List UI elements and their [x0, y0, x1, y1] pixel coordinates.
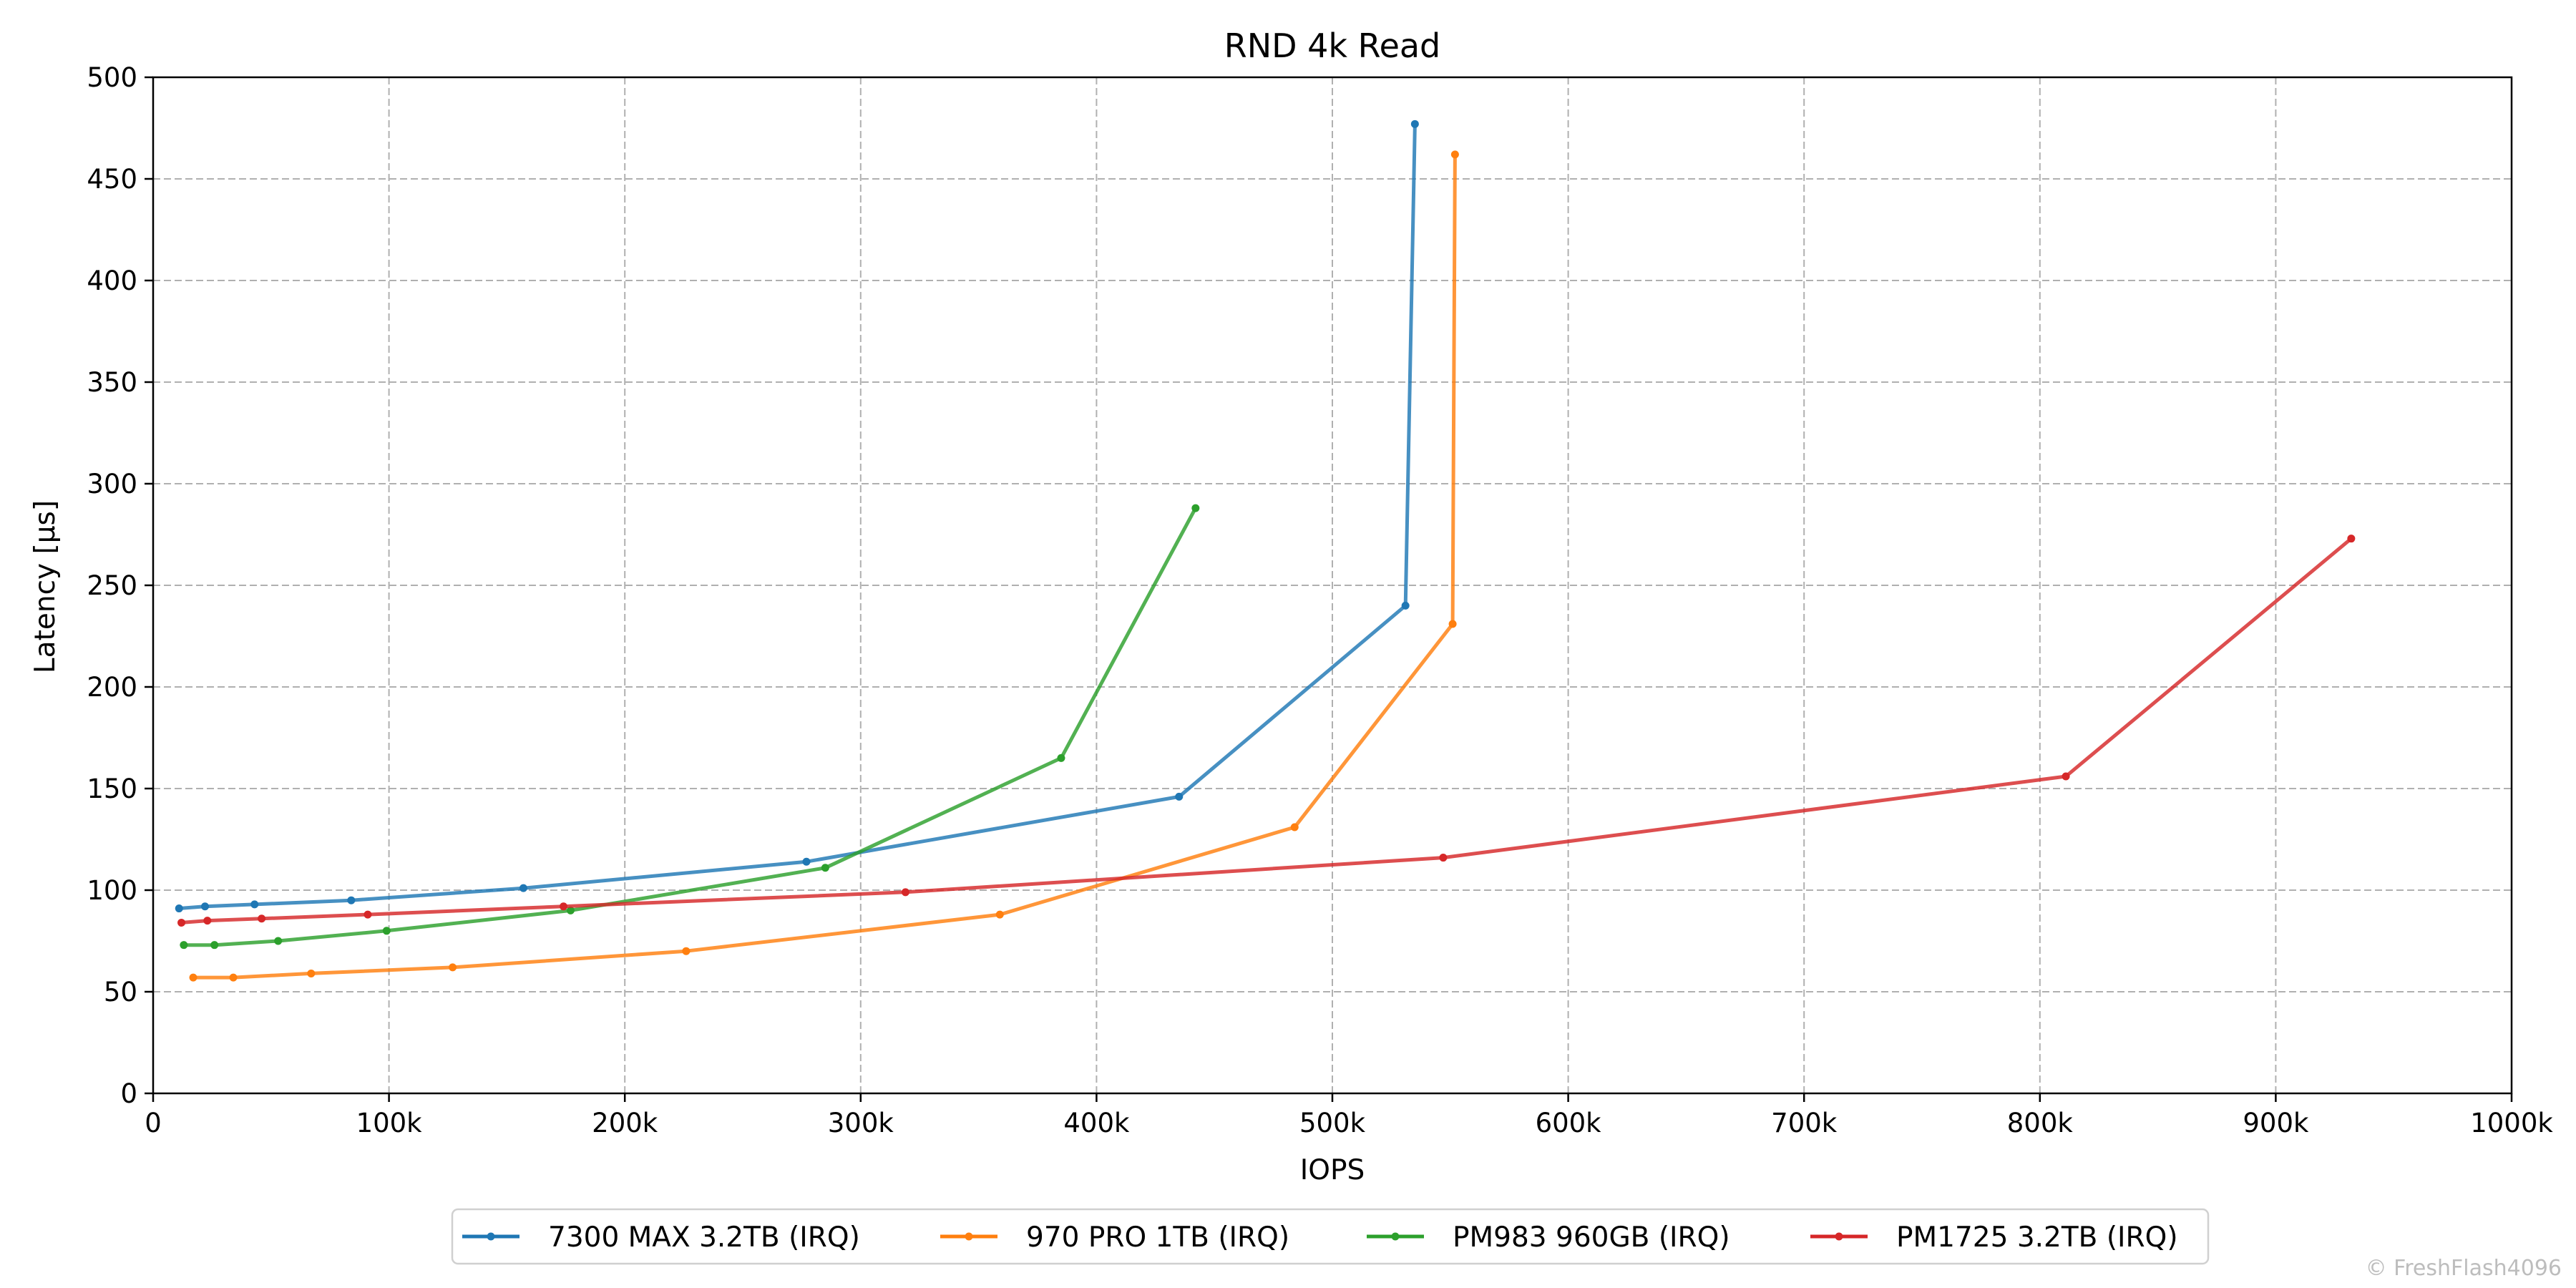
data-point: [802, 857, 811, 866]
series-1: [175, 119, 1419, 913]
x-tick-label: 200k: [592, 1108, 658, 1138]
x-tick-label: 1000k: [2470, 1108, 2553, 1138]
x-tick-label: 600k: [1536, 1108, 1602, 1138]
data-point: [901, 888, 909, 897]
credit-text: © FreshFlash4096: [2366, 1256, 2562, 1281]
y-tick-label: 150: [87, 774, 137, 804]
data-point: [347, 896, 356, 904]
series-2: [189, 150, 1459, 982]
data-point: [258, 914, 266, 923]
data-point: [1290, 823, 1299, 831]
data-point: [175, 904, 183, 913]
x-tick-label: 500k: [1299, 1108, 1366, 1138]
data-point: [682, 947, 691, 955]
data-point: [210, 941, 219, 950]
legend-label: 970 PRO 1TB (IRQ): [1026, 1221, 1289, 1254]
y-tick-label: 450: [87, 164, 137, 195]
data-point: [177, 918, 186, 927]
y-tick-label: 50: [104, 977, 137, 1008]
legend-item: 7300 MAX 3.2TB (IRQ): [462, 1221, 860, 1254]
data-point: [307, 969, 316, 977]
x-tick-label: 700k: [1771, 1108, 1838, 1138]
legend: 7300 MAX 3.2TB (IRQ) 970 PRO 1TB (IRQ) PM9…: [451, 1208, 2210, 1265]
grid: [153, 77, 2512, 1093]
data-point: [1175, 792, 1184, 801]
data-point: [201, 902, 210, 911]
data-point: [1439, 854, 1448, 862]
series-layer: [175, 119, 2356, 982]
data-point: [1191, 504, 1200, 512]
x-axis-ticks: 0 100k 200k 300k 400k 500k 600k 700k 800k 900k 100…: [145, 1093, 2553, 1138]
x-tick-label: 400k: [1063, 1108, 1130, 1138]
data-point: [2062, 772, 2070, 781]
data-point: [1057, 753, 1065, 762]
data-point: [250, 900, 259, 909]
legend-marker: [487, 1232, 495, 1241]
x-tick-label: 0: [145, 1108, 162, 1138]
series-3: [180, 504, 1200, 950]
y-tick-label: 100: [87, 875, 137, 906]
data-point: [1410, 119, 1419, 128]
series-4: [177, 535, 2356, 927]
data-point: [189, 973, 197, 982]
x-tick-label: 800k: [2007, 1108, 2074, 1138]
data-point: [1450, 150, 1459, 159]
data-point: [382, 927, 391, 935]
data-point: [449, 963, 457, 972]
data-point: [1448, 620, 1457, 628]
y-tick-label: 200: [87, 672, 137, 703]
x-tick-label: 300k: [828, 1108, 894, 1138]
legend-label: PM1725 3.2TB (IRQ): [1896, 1221, 2178, 1254]
legend-item: PM1725 3.2TB (IRQ): [1810, 1221, 2178, 1254]
legend-marker: [965, 1232, 973, 1241]
data-point: [1401, 601, 1410, 610]
data-point: [2347, 535, 2356, 543]
data-point: [560, 902, 568, 911]
y-tick-label: 400: [87, 265, 137, 296]
legend-item: 970 PRO 1TB (IRQ): [940, 1221, 1289, 1254]
legend-marker: [1391, 1232, 1400, 1241]
series-line: [183, 507, 1198, 947]
legend-box: [451, 1208, 2210, 1265]
y-tick-label: 250: [87, 570, 137, 601]
data-point: [364, 910, 372, 919]
x-tick-label: 900k: [2243, 1108, 2309, 1138]
data-point: [180, 941, 188, 950]
data-point: [566, 906, 575, 914]
y-tick-label: 350: [87, 367, 137, 398]
legend-label: PM983 960GB (IRQ): [1453, 1221, 1730, 1254]
data-point: [274, 937, 283, 945]
x-axis-label: IOPS: [1300, 1154, 1365, 1186]
y-tick-label: 500: [87, 62, 137, 93]
data-point: [519, 884, 527, 892]
x-tick-label: 100k: [356, 1108, 423, 1138]
legend-label: 7300 MAX 3.2TB (IRQ): [548, 1221, 860, 1254]
y-axis-ticks: 0 50 100 150 200 250 300 350 400 450 500: [87, 62, 153, 1109]
data-point: [995, 910, 1004, 919]
y-tick-label: 0: [120, 1078, 137, 1109]
data-point: [229, 973, 238, 982]
legend-marker: [1835, 1232, 1843, 1241]
data-point: [203, 917, 212, 925]
chart-title: RND 4k Read: [1224, 26, 1441, 65]
legend-item: PM983 960GB (IRQ): [1367, 1221, 1730, 1254]
y-tick-label: 300: [87, 469, 137, 499]
y-axis-label: Latency [µs]: [29, 500, 62, 673]
data-point: [821, 864, 829, 872]
